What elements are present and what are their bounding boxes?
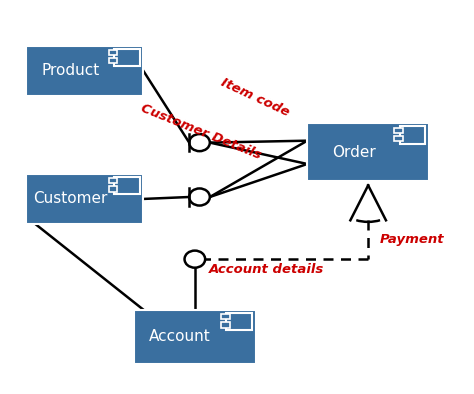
FancyBboxPatch shape <box>26 45 143 96</box>
Text: Account: Account <box>149 329 211 344</box>
FancyBboxPatch shape <box>134 310 256 364</box>
Circle shape <box>189 188 210 206</box>
Text: Payment: Payment <box>380 233 445 246</box>
FancyBboxPatch shape <box>400 126 425 144</box>
Text: Customer Details: Customer Details <box>138 102 263 162</box>
Text: Customer: Customer <box>34 191 108 206</box>
FancyBboxPatch shape <box>221 314 229 320</box>
FancyBboxPatch shape <box>109 178 117 184</box>
FancyBboxPatch shape <box>109 58 117 63</box>
Text: Account details: Account details <box>209 263 324 276</box>
FancyBboxPatch shape <box>109 186 117 191</box>
FancyBboxPatch shape <box>114 48 139 66</box>
FancyBboxPatch shape <box>226 313 252 330</box>
FancyBboxPatch shape <box>221 322 229 328</box>
Text: Item code: Item code <box>218 76 291 119</box>
Text: Order: Order <box>332 145 375 160</box>
FancyBboxPatch shape <box>394 136 403 141</box>
Circle shape <box>184 251 205 268</box>
FancyBboxPatch shape <box>26 174 143 224</box>
FancyBboxPatch shape <box>394 128 403 133</box>
FancyBboxPatch shape <box>307 123 429 182</box>
FancyBboxPatch shape <box>114 177 139 194</box>
Text: Product: Product <box>42 63 100 78</box>
Circle shape <box>189 134 210 151</box>
FancyBboxPatch shape <box>109 50 117 55</box>
